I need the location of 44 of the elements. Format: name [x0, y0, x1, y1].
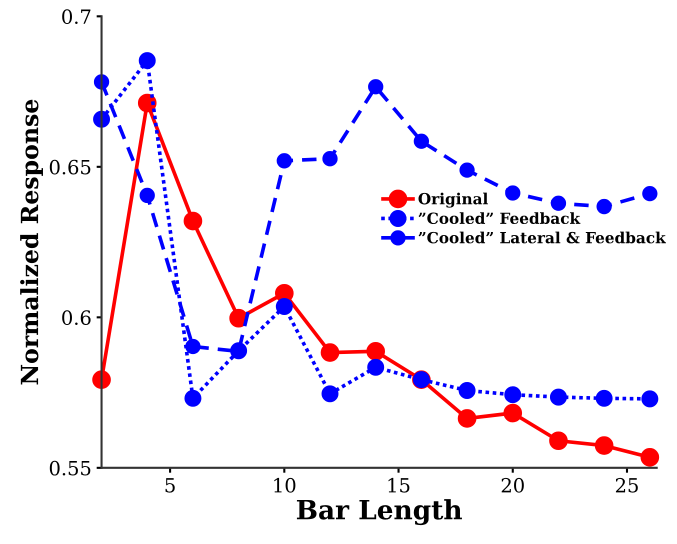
point — [550, 388, 567, 406]
y-tick-label: 0.7 — [62, 9, 90, 24]
point — [276, 298, 293, 315]
point — [184, 390, 202, 407]
point — [459, 162, 475, 178]
y-axis-title: Normalized Response — [20, 100, 43, 384]
point — [138, 94, 157, 112]
point — [322, 151, 338, 166]
point — [503, 404, 522, 422]
point — [184, 212, 202, 230]
point — [640, 448, 660, 467]
point — [550, 196, 566, 211]
point — [322, 385, 338, 402]
point — [596, 198, 612, 214]
x-tick-label: 25 — [616, 478, 638, 493]
point — [367, 358, 384, 376]
y-tick-label: 0.6 — [62, 310, 91, 325]
point — [458, 382, 476, 399]
point — [140, 188, 155, 204]
point — [366, 342, 385, 361]
y-tick-label: 0.55 — [50, 460, 90, 476]
point — [505, 185, 520, 201]
x-tick-label: 15 — [388, 478, 410, 493]
x-tick-label: 20 — [502, 478, 524, 493]
x-tick-label: 5 — [166, 478, 175, 493]
y-tick-label: 0.65 — [50, 160, 90, 174]
point — [642, 186, 658, 202]
point — [549, 431, 568, 450]
legend-label: Original — [418, 192, 488, 208]
point — [641, 390, 658, 408]
point — [458, 409, 476, 428]
point — [596, 390, 613, 407]
point — [594, 436, 614, 455]
point — [185, 338, 201, 354]
point — [138, 52, 156, 70]
legend-label: ”Cooled” Lateral & Feedback — [418, 232, 666, 244]
x-tick-label: 10 — [274, 478, 296, 493]
point — [504, 386, 522, 404]
legend-label: ”Cooled” Feedback — [418, 212, 580, 224]
point — [320, 343, 340, 362]
x-axis-title: Bar Length — [296, 499, 462, 526]
point — [368, 79, 384, 94]
point — [414, 134, 430, 149]
point — [276, 153, 292, 168]
